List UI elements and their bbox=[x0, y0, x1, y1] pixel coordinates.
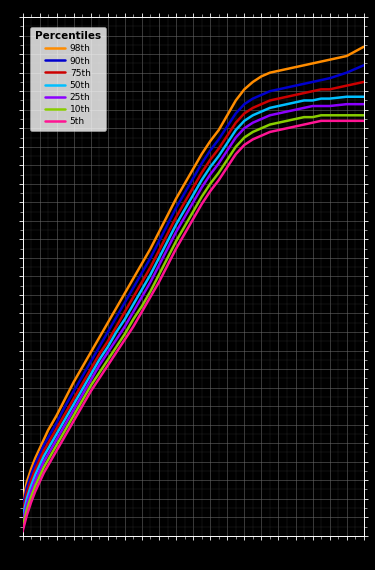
Legend: 98th, 90th, 75th, 50th, 25th, 10th, 5th: 98th, 90th, 75th, 50th, 25th, 10th, 5th bbox=[30, 27, 106, 131]
